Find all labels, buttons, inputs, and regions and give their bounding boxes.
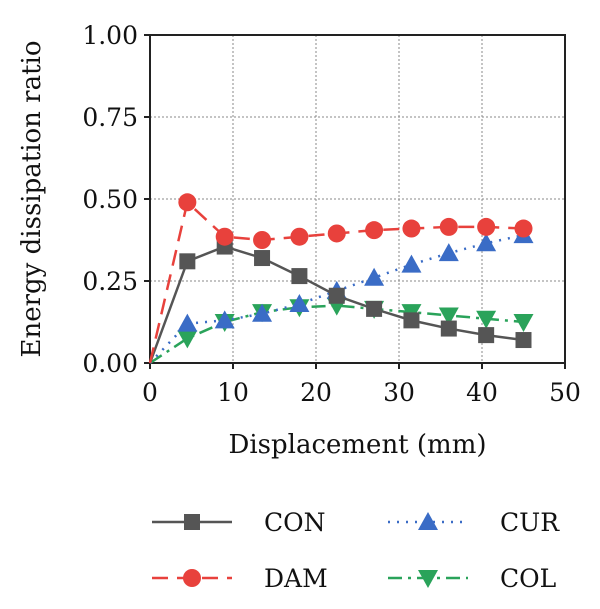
- y-axis-title: Energy dissipation ratio: [17, 40, 47, 357]
- data-point-dam: [477, 217, 496, 236]
- data-point-dam: [327, 224, 346, 243]
- x-tick-label: 0: [142, 378, 158, 407]
- legend-label: COL: [500, 564, 556, 593]
- data-point-dam: [439, 217, 458, 236]
- legend-item-con: CON: [152, 508, 326, 537]
- legend-label: DAM: [264, 564, 328, 593]
- data-point-dam: [514, 219, 533, 238]
- data-point-dam: [365, 221, 384, 240]
- data-point-cur: [252, 303, 273, 322]
- legend-label: CUR: [500, 508, 560, 537]
- data-point-con: [478, 327, 495, 344]
- x-tick-label: 40: [466, 378, 498, 407]
- data-point-cur: [438, 243, 459, 262]
- data-series: [148, 193, 534, 365]
- data-point-cur: [214, 310, 235, 329]
- legend-label: CON: [264, 508, 326, 537]
- legend-item-dam: DAM: [152, 564, 328, 593]
- data-point-cur: [289, 293, 310, 312]
- data-point-cur: [401, 254, 422, 273]
- legend-marker: [184, 514, 200, 530]
- data-point-con: [291, 268, 308, 285]
- data-point-dam: [402, 219, 421, 238]
- data-point-cur: [364, 267, 385, 286]
- data-point-dam: [215, 227, 234, 246]
- data-point-con: [328, 287, 345, 304]
- data-point-col: [513, 314, 534, 332]
- legend: CON CUR DAM COL: [152, 508, 560, 593]
- data-point-con: [179, 253, 196, 270]
- x-tick-label: 50: [549, 378, 581, 407]
- y-tick-label: 0.50: [82, 185, 138, 214]
- y-tick-label: 0.75: [82, 103, 138, 132]
- series-con: [148, 238, 532, 364]
- axes: 0 10 20 30 40 50 0.00 0.25 0.50 0.75 1.00: [82, 21, 581, 407]
- x-axis-title: Displacement (mm): [228, 430, 486, 460]
- legend-marker: [418, 512, 438, 530]
- x-tick-label: 20: [300, 378, 332, 407]
- data-point-col: [438, 307, 459, 326]
- series-col: [149, 297, 534, 365]
- data-point-con: [366, 300, 383, 317]
- series-line-col: [149, 304, 524, 365]
- data-point-col: [177, 330, 198, 349]
- data-point-dam: [290, 227, 309, 246]
- y-tick-label: 0.00: [82, 349, 138, 378]
- data-point-con: [403, 312, 420, 329]
- data-point-con: [254, 250, 271, 267]
- y-tick-label: 1.00: [82, 21, 138, 50]
- data-point-col: [476, 310, 497, 329]
- series-dam: [148, 193, 533, 364]
- grid-lines: [150, 35, 565, 363]
- legend-marker: [183, 569, 201, 587]
- data-point-dam: [178, 193, 197, 212]
- data-point-cur: [177, 313, 198, 332]
- data-point-cur: [476, 233, 497, 252]
- x-tick-label: 30: [383, 378, 415, 407]
- y-tick-label: 0.25: [82, 267, 138, 296]
- legend-item-cur: CUR: [388, 508, 560, 537]
- data-point-con: [515, 332, 532, 349]
- data-point-dam: [253, 231, 272, 249]
- legend-marker: [418, 570, 438, 588]
- x-tick-label: 10: [217, 378, 249, 407]
- legend-item-col: COL: [388, 564, 556, 593]
- data-point-con: [440, 320, 457, 337]
